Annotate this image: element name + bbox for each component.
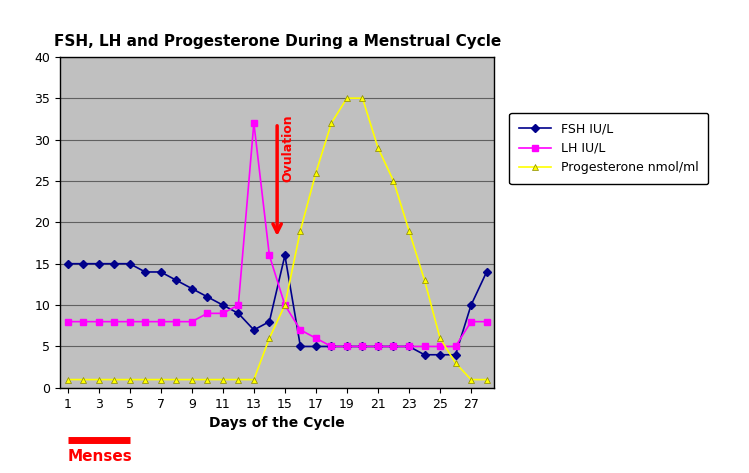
LH IU/L — [63, 319, 72, 324]
LH IU/L — [374, 343, 383, 349]
Progesterone nmol/ml — [141, 377, 150, 382]
Progesterone nmol/ml — [249, 377, 258, 382]
LH IU/L — [451, 343, 460, 349]
LH IU/L — [187, 319, 196, 324]
FSH IU/L — [203, 294, 212, 300]
LH IU/L — [234, 302, 243, 308]
FSH IU/L — [404, 343, 413, 349]
Text: Menses: Menses — [67, 448, 133, 464]
FSH IU/L — [249, 327, 258, 333]
LH IU/L — [436, 343, 445, 349]
Progesterone nmol/ml — [451, 360, 460, 366]
FSH IU/L — [187, 286, 196, 291]
LH IU/L — [404, 343, 413, 349]
Progesterone nmol/ml — [187, 377, 196, 382]
Progesterone nmol/ml — [296, 228, 305, 234]
Title: FSH, LH and Progesterone During a Menstrual Cycle: FSH, LH and Progesterone During a Menstr… — [53, 34, 501, 49]
FSH IU/L — [451, 352, 460, 358]
FSH IU/L — [436, 352, 445, 358]
Progesterone nmol/ml — [374, 145, 383, 150]
LH IU/L — [312, 335, 321, 341]
FSH IU/L — [172, 277, 181, 283]
LH IU/L — [389, 343, 398, 349]
FSH IU/L — [94, 261, 103, 267]
FSH IU/L — [265, 319, 274, 324]
Progesterone nmol/ml — [482, 377, 491, 382]
LH IU/L — [249, 120, 258, 126]
Progesterone nmol/ml — [203, 377, 212, 382]
Progesterone nmol/ml — [389, 178, 398, 184]
LH IU/L — [219, 311, 228, 316]
Progesterone nmol/ml — [63, 377, 72, 382]
Legend: FSH IU/L, LH IU/L, Progesterone nmol/ml: FSH IU/L, LH IU/L, Progesterone nmol/ml — [509, 113, 709, 184]
Line: Progesterone nmol/ml: Progesterone nmol/ml — [64, 95, 490, 383]
FSH IU/L — [420, 352, 429, 358]
LH IU/L — [141, 319, 150, 324]
LH IU/L — [296, 327, 305, 333]
FSH IU/L — [109, 261, 118, 267]
FSH IU/L — [157, 269, 166, 275]
FSH IU/L — [219, 302, 228, 308]
FSH IU/L — [280, 253, 289, 258]
LH IU/L — [203, 311, 212, 316]
FSH IU/L — [79, 261, 88, 267]
FSH IU/L — [389, 343, 398, 349]
LH IU/L — [280, 302, 289, 308]
LH IU/L — [94, 319, 103, 324]
Progesterone nmol/ml — [358, 96, 367, 101]
Progesterone nmol/ml — [280, 302, 289, 308]
LH IU/L — [342, 343, 351, 349]
Text: Ovulation: Ovulation — [282, 115, 295, 182]
Progesterone nmol/ml — [404, 228, 413, 234]
Progesterone nmol/ml — [265, 335, 274, 341]
LH IU/L — [467, 319, 476, 324]
Progesterone nmol/ml — [327, 120, 336, 126]
LH IU/L — [125, 319, 134, 324]
LH IU/L — [157, 319, 166, 324]
Progesterone nmol/ml — [79, 377, 88, 382]
FSH IU/L — [312, 343, 321, 349]
LH IU/L — [482, 319, 491, 324]
Progesterone nmol/ml — [420, 277, 429, 283]
Progesterone nmol/ml — [436, 335, 445, 341]
FSH IU/L — [327, 343, 336, 349]
FSH IU/L — [63, 261, 72, 267]
Progesterone nmol/ml — [312, 170, 321, 175]
LH IU/L — [327, 343, 336, 349]
FSH IU/L — [342, 343, 351, 349]
Line: LH IU/L: LH IU/L — [65, 120, 489, 349]
FSH IU/L — [296, 343, 305, 349]
FSH IU/L — [358, 343, 367, 349]
Progesterone nmol/ml — [342, 96, 351, 101]
FSH IU/L — [482, 269, 491, 275]
Progesterone nmol/ml — [94, 377, 103, 382]
FSH IU/L — [234, 311, 243, 316]
Progesterone nmol/ml — [157, 377, 166, 382]
Progesterone nmol/ml — [125, 377, 134, 382]
Progesterone nmol/ml — [219, 377, 228, 382]
LH IU/L — [109, 319, 118, 324]
Progesterone nmol/ml — [234, 377, 243, 382]
LH IU/L — [265, 253, 274, 258]
Line: FSH IU/L: FSH IU/L — [65, 253, 489, 358]
FSH IU/L — [125, 261, 134, 267]
Progesterone nmol/ml — [467, 377, 476, 382]
LH IU/L — [172, 319, 181, 324]
X-axis label: Days of the Cycle: Days of the Cycle — [209, 416, 345, 430]
LH IU/L — [358, 343, 367, 349]
LH IU/L — [79, 319, 88, 324]
FSH IU/L — [467, 302, 476, 308]
Progesterone nmol/ml — [172, 377, 181, 382]
LH IU/L — [420, 343, 429, 349]
FSH IU/L — [374, 343, 383, 349]
FSH IU/L — [141, 269, 150, 275]
Progesterone nmol/ml — [109, 377, 118, 382]
